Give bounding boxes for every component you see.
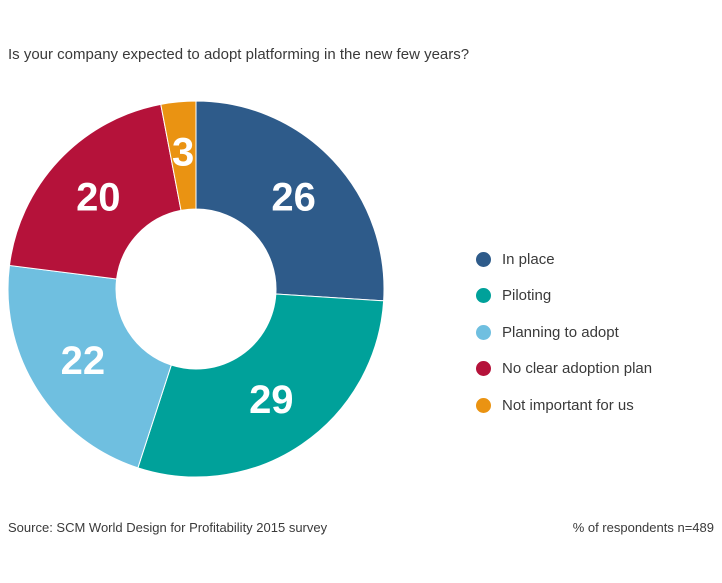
chart-title: Is your company expected to adopt platfo… <box>8 46 470 63</box>
slice-label-in-place: 26 <box>271 175 316 219</box>
legend-dot-icon <box>476 251 491 267</box>
legend-label: No clear adoption plan <box>502 360 653 378</box>
slice-label-no-clear-adoption-plan: 20 <box>76 175 121 219</box>
legend-dot-icon <box>476 361 491 377</box>
slice-label-piloting: 29 <box>249 378 294 422</box>
legend-item-not-important-for-us: Not important for us <box>476 387 652 424</box>
legend-dot-icon <box>476 397 491 413</box>
legend-label: In place <box>502 250 555 268</box>
slice-label-not-important-for-us: 3 <box>172 131 194 175</box>
respondents-note: % of respondents n=489 <box>572 520 714 535</box>
donut-labels: 26 29 22 20 3 <box>61 131 316 422</box>
legend-item-piloting: Piloting <box>476 278 652 315</box>
legend-item-planning-to-adopt: Planning to adopt <box>476 314 652 351</box>
slice-no-clear-adoption-plan <box>8 103 182 280</box>
legend-dot-icon <box>476 288 491 304</box>
legend: In place Piloting Planning to adopt No clea… <box>476 241 652 424</box>
slice-in-place <box>195 100 385 302</box>
slice-label-planning-to-adopt: 22 <box>61 339 106 383</box>
source-note: Source: SCM World Design for Profitabili… <box>8 520 328 535</box>
legend-item-no-clear-adoption-plan: No clear adoption plan <box>476 351 652 388</box>
slice-planning-to-adopt <box>7 264 172 469</box>
legend-dot-icon <box>476 324 491 340</box>
legend-label: Not important for us <box>502 396 634 414</box>
legend-label: Planning to adopt <box>502 323 619 341</box>
slice-piloting <box>137 293 385 478</box>
legend-item-in-place: In place <box>476 241 652 278</box>
donut-slices <box>7 100 385 478</box>
slice-not-important-for-us <box>160 100 197 212</box>
legend-label: Piloting <box>502 287 552 305</box>
